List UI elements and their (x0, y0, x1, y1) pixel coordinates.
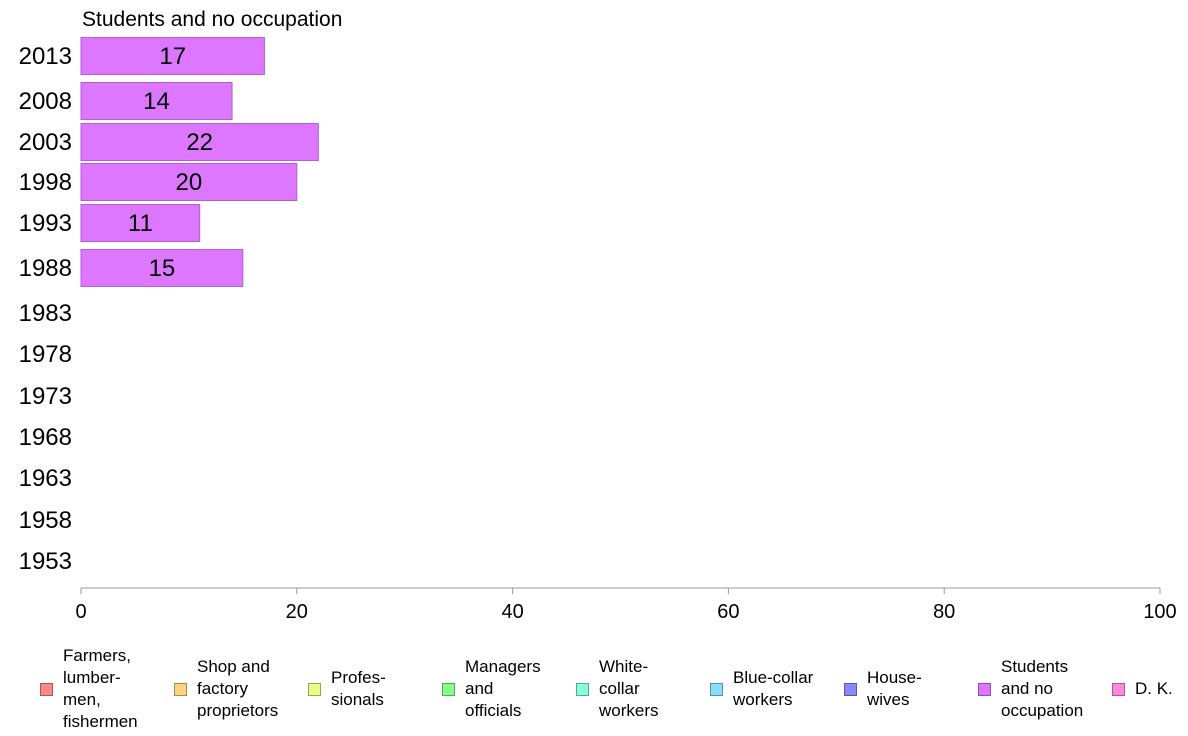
legend-item: Managers and officials (442, 644, 541, 734)
legend-item: Shop and factory proprietors (174, 644, 278, 734)
bar-1993 (80, 204, 201, 242)
legend-swatch (308, 682, 321, 696)
bar-value-label-1998: 20 (176, 169, 203, 196)
legend-label: Shop and factory proprietors (197, 657, 279, 720)
year-label-2003: 2003 (19, 129, 72, 156)
legend-item: Blue-collar workers (710, 644, 813, 734)
year-label-2013: 2013 (19, 43, 72, 70)
legend-item: White- collar workers (576, 644, 659, 734)
bar-value-label-1988: 15 (149, 255, 176, 282)
bar-2008 (80, 82, 233, 120)
legend-item: Students and no occupation (978, 644, 1083, 734)
legend-item: Profes- sionals (308, 644, 386, 734)
legend-item: Farmers, lumber- men, fishermen (40, 644, 138, 734)
year-label-1978: 1978 (19, 341, 72, 368)
legend-swatch (576, 682, 589, 696)
bar-1988 (80, 249, 244, 287)
year-label-1973: 1973 (19, 383, 72, 410)
x-tick-label-40: 40 (501, 601, 523, 623)
bar-2013 (80, 37, 265, 75)
year-label-1993: 1993 (19, 210, 72, 237)
legend-label: Blue-collar workers (733, 668, 814, 709)
x-tick-label-20: 20 (286, 601, 308, 623)
chart-title: Students and no occupation (82, 8, 342, 31)
legend-label: D. K. (1135, 679, 1173, 698)
legend-swatch (978, 682, 991, 696)
x-tick-label-100: 100 (1143, 601, 1176, 623)
legend-label: Students and no occupation (1001, 657, 1084, 720)
legend-item: D. K. (1112, 644, 1173, 734)
year-label-1988: 1988 (19, 255, 72, 282)
legend-label: Managers and officials (465, 657, 541, 720)
legend-swatch (1112, 682, 1125, 696)
legend: Farmers, lumber- men, fishermen Shop and … (0, 644, 1188, 734)
year-labels: 2013 2008 2003 1998 1993 1988 1983 1978 1973 1968… (19, 43, 72, 575)
legend-item: House- wives (844, 644, 922, 734)
year-label-1953: 1953 (19, 548, 72, 575)
bar-value-label-2008: 14 (143, 88, 170, 115)
bar-value-label-2013: 17 (159, 43, 186, 70)
year-label-1968: 1968 (19, 424, 72, 451)
year-label-2008: 2008 (19, 88, 72, 115)
year-label-1983: 1983 (19, 300, 72, 327)
x-axis: 0 20 40 60 80 100 (75, 587, 1177, 623)
year-label-1998: 1998 (19, 169, 72, 196)
bars-group: 17 14 22 20 11 15 (80, 37, 319, 287)
year-label-1963: 1963 (19, 465, 72, 492)
year-label-1958: 1958 (19, 507, 72, 534)
legend-swatch (844, 682, 857, 696)
bar-1998 (80, 163, 298, 201)
x-tick-label-0: 0 (75, 601, 86, 623)
legend-label: White- collar workers (599, 657, 659, 720)
bar-chart: Students and no occupation 171422201115 … (19, 8, 1177, 623)
legend-swatch (174, 682, 187, 696)
legend-swatch (442, 682, 455, 696)
x-tick-label-60: 60 (717, 601, 739, 623)
legend-label: Profes- sionals (331, 668, 386, 709)
legend-swatch (710, 682, 723, 696)
legend-swatch (40, 682, 53, 696)
x-tick-label-80: 80 (933, 601, 955, 623)
legend-label: Farmers, lumber- men, fishermen (63, 646, 138, 731)
bar-value-label-1993: 11 (128, 210, 153, 237)
bar-2003 (80, 123, 319, 161)
bar-value-label-2003: 22 (186, 129, 213, 156)
legend-label: House- wives (867, 668, 922, 709)
